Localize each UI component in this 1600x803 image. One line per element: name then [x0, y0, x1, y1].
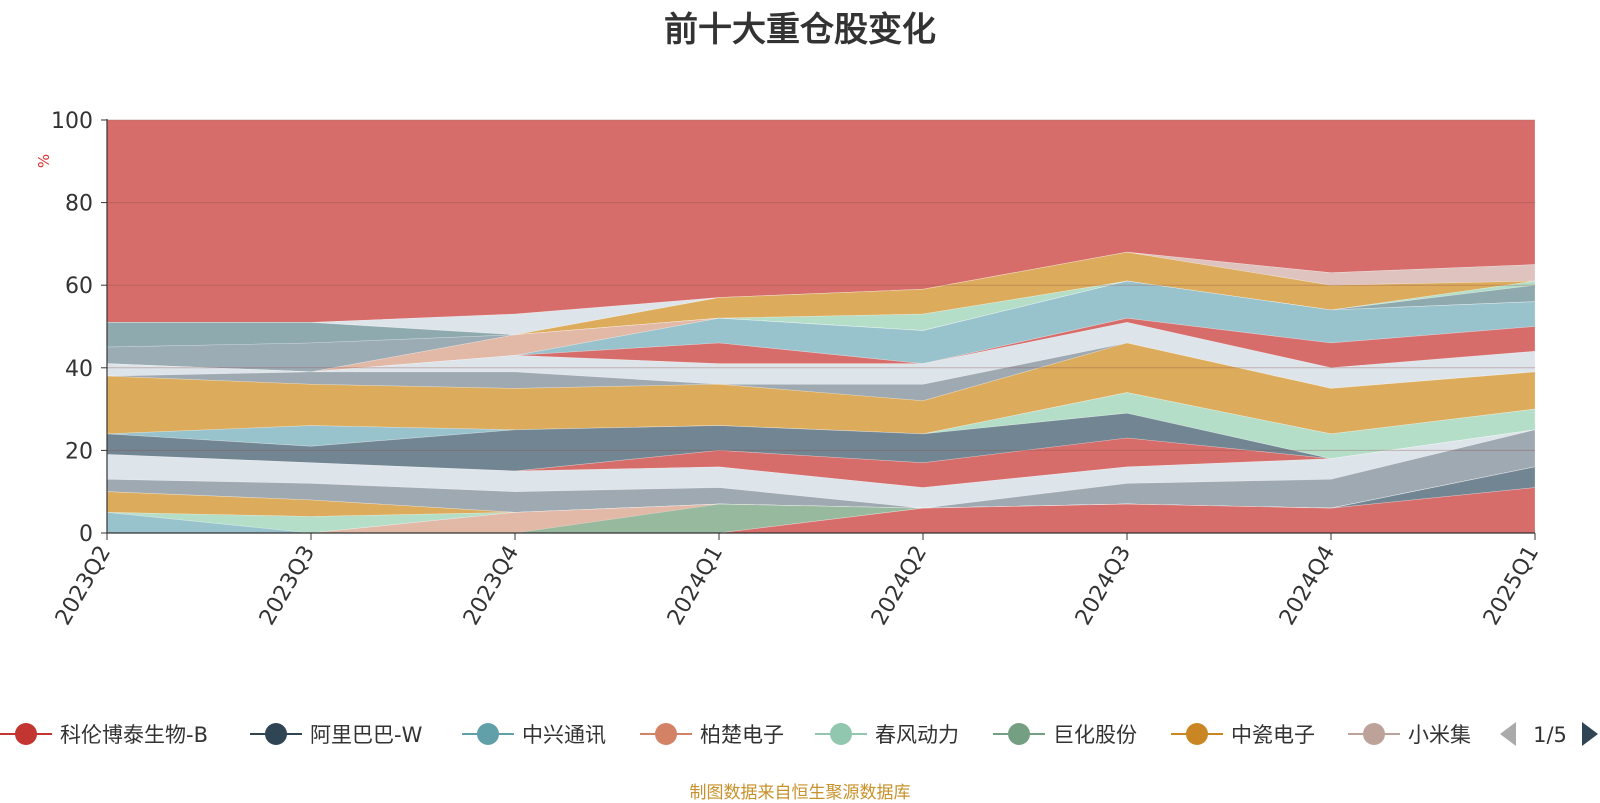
x-axis-ticks: 2023Q2 2023Q3 2023Q4 2024Q1 2024Q2 2024Q3 2024…: [51, 533, 1544, 630]
x-tick-label: 2023Q4: [459, 542, 524, 630]
legend-marker: [1186, 723, 1208, 745]
legend-label[interactable]: 柏楚电子: [700, 723, 784, 747]
legend-label[interactable]: 巨化股份: [1053, 723, 1137, 747]
gridlines: [107, 119, 1535, 451]
x-tick-label: 2024Q3: [1071, 542, 1136, 630]
legend-label[interactable]: 小米集: [1408, 723, 1471, 747]
x-tick-label: 2023Q2: [51, 542, 116, 630]
legend-label[interactable]: 中瓷电子: [1231, 723, 1315, 747]
chart-title: 前十大重仓股变化: [664, 10, 936, 50]
legend-marker: [15, 723, 37, 745]
legend-label[interactable]: 春风动力: [875, 723, 959, 747]
legend-marker: [477, 723, 499, 745]
legend-marker: [655, 723, 677, 745]
x-tick-label: 2024Q4: [1275, 542, 1340, 630]
legend-prev-page-icon[interactable]: [1500, 722, 1516, 746]
y-tick-label: 60: [65, 274, 93, 299]
y-axis-ticks: 0 20 40 60 80 100: [51, 109, 107, 547]
area-band-9: [106, 317, 1536, 373]
legend-label[interactable]: 科伦博泰生物-B: [60, 723, 208, 747]
y-tick-label: 100: [51, 109, 93, 134]
legend-label[interactable]: 中兴通讯: [522, 723, 606, 747]
legend-marker: [1008, 723, 1030, 745]
y-tick-label: 0: [79, 522, 93, 547]
x-tick-label: 2025Q1: [1479, 542, 1544, 630]
stacked-areas: [106, 119, 1536, 534]
axes: [106, 119, 1535, 534]
legend-marker: [265, 723, 287, 745]
legend-label[interactable]: 阿里巴巴-W: [310, 723, 423, 747]
x-tick-label: 2024Q2: [867, 542, 932, 630]
legend-next-page-icon[interactable]: [1582, 722, 1598, 746]
y-axis-label: %: [35, 154, 53, 168]
source-note: 制图数据来自恒生聚源数据库: [689, 783, 911, 803]
legend-marker: [830, 723, 852, 745]
x-tick-label: 2024Q1: [663, 542, 728, 630]
y-tick-label: 20: [65, 439, 93, 464]
x-tick-label: 2023Q3: [255, 542, 320, 630]
legend-page-indicator: 1/5: [1533, 723, 1567, 747]
y-tick-label: 40: [65, 357, 93, 382]
legend-marker: [1363, 723, 1385, 745]
y-tick-label: 80: [65, 192, 93, 217]
legend: 科伦博泰生物-B 阿里巴巴-W 中兴通讯 柏楚电子 春风动力 巨化股份 中瓷电子 小米集 1/5: [0, 722, 1598, 747]
